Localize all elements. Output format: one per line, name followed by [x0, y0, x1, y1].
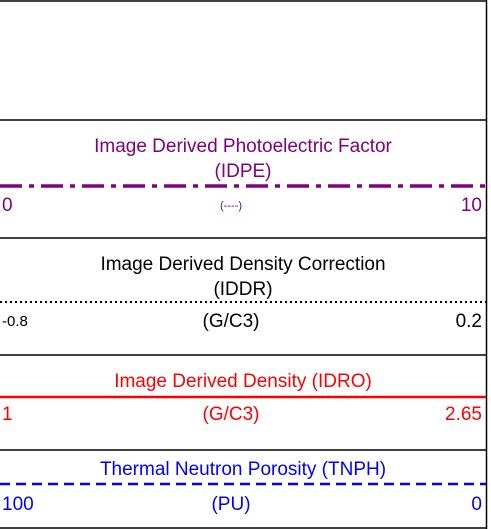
scale-unit: (G/C3): [203, 311, 260, 332]
scale-unit: (G/C3): [203, 404, 260, 425]
scale-right: 0.2: [456, 311, 482, 332]
scale-unit: (PU): [211, 494, 250, 515]
scale-unit: (----): [220, 200, 242, 212]
scale-right: 10: [461, 195, 482, 216]
section-title: Thermal Neutron Porosity (TNPH): [100, 459, 386, 480]
scale-right: 0: [471, 494, 482, 515]
section-title: Image Derived Photoelectric Factor: [94, 136, 392, 157]
section-title: Image Derived Density Correction: [100, 254, 385, 275]
scale-left: 0: [2, 195, 13, 216]
scale-left: -0.8: [2, 313, 28, 330]
scale-left: 1: [2, 404, 13, 425]
section-title: (IDPE): [215, 161, 272, 182]
section-title: (IDDR): [213, 279, 272, 300]
scale-right: 2.65: [445, 404, 482, 425]
section-title: Image Derived Density (IDRO): [114, 371, 372, 392]
scale-left: 100: [2, 494, 34, 515]
